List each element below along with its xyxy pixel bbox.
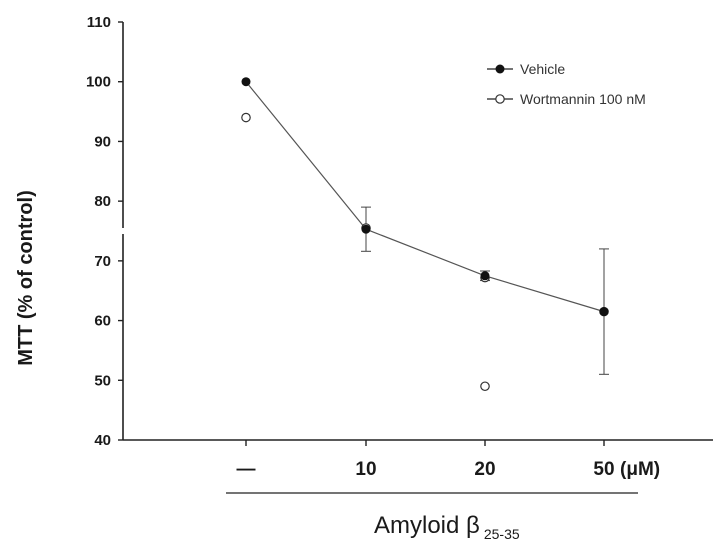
axes bbox=[122, 22, 713, 441]
series-layer bbox=[241, 77, 609, 392]
x-axis-label-subscript: 25-35 bbox=[484, 526, 520, 542]
y-tick-label: 50 bbox=[94, 372, 111, 389]
x-tick-label: 20 bbox=[474, 459, 495, 480]
x-ticks: — 10 20 50 bbox=[237, 440, 615, 480]
wortmannin-point bbox=[241, 112, 251, 123]
vehicle-point bbox=[480, 271, 490, 281]
y-tick-label: 40 bbox=[94, 432, 111, 449]
wortmannin-point bbox=[480, 381, 490, 392]
y-tick-label: 110 bbox=[87, 14, 111, 31]
x-tick-label: — bbox=[237, 459, 256, 480]
vehicle-point bbox=[361, 224, 371, 234]
y-tick-label: 80 bbox=[94, 193, 111, 210]
legend-wortmannin-marker bbox=[495, 94, 505, 104]
vehicle-point bbox=[241, 77, 251, 87]
legend-wortmannin-label: Wortmannin 100 nM bbox=[520, 91, 646, 107]
legend-vehicle-marker bbox=[495, 64, 505, 74]
y-ticks: 40 50 60 70 80 90 100 110 bbox=[86, 14, 123, 449]
x-tick-label: 10 bbox=[355, 459, 376, 480]
y-tick-label: 100 bbox=[86, 74, 111, 91]
x-axis-label: Amyloid β 25-35 bbox=[374, 512, 520, 542]
x-unit-label: (μM) bbox=[620, 459, 660, 480]
vehicle-point bbox=[599, 307, 609, 317]
x-tick-label: 50 bbox=[593, 459, 614, 480]
legend: Vehicle Wortmannin 100 nM bbox=[487, 61, 646, 107]
vehicle-line bbox=[245, 81, 605, 313]
x-axis-label-main: Amyloid β bbox=[374, 512, 480, 539]
legend-vehicle-label: Vehicle bbox=[520, 61, 565, 77]
y-tick-label: 70 bbox=[94, 253, 111, 270]
y-tick-label: 60 bbox=[94, 313, 111, 330]
y-axis-label: MTT (% of control) bbox=[15, 190, 37, 366]
y-tick-label: 90 bbox=[94, 133, 111, 150]
